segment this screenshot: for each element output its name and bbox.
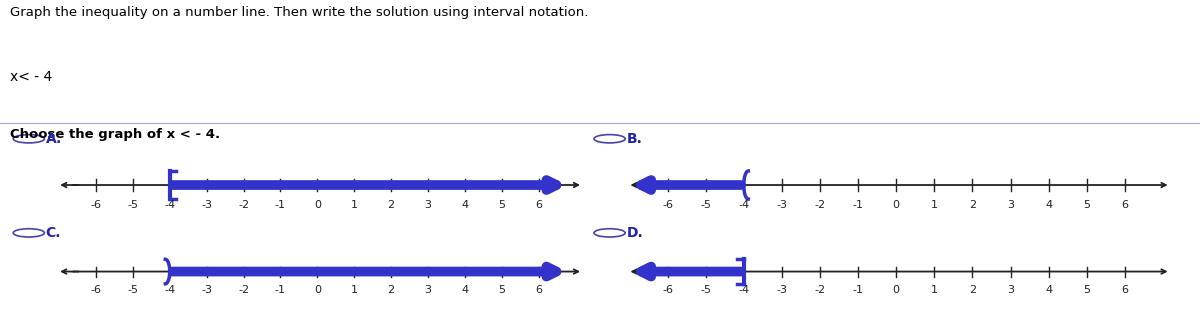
Text: -1: -1 [852,285,864,295]
Text: 1: 1 [931,285,937,295]
Text: 4: 4 [1045,200,1052,210]
Text: Graph the inequality on a number line. Then write the solution using interval no: Graph the inequality on a number line. T… [10,6,588,19]
Text: 1: 1 [350,285,358,295]
Text: -5: -5 [700,200,712,210]
Text: -2: -2 [238,200,250,210]
Text: C.: C. [46,226,61,240]
Text: -2: -2 [815,200,826,210]
Text: 3: 3 [425,285,432,295]
Text: -6: -6 [90,285,102,295]
Text: -5: -5 [700,285,712,295]
Text: 0: 0 [893,200,900,210]
Text: 6: 6 [1121,200,1128,210]
Text: 5: 5 [1084,200,1091,210]
Text: -2: -2 [238,285,250,295]
Text: 1: 1 [350,200,358,210]
Text: 6: 6 [1121,285,1128,295]
Text: 2: 2 [968,200,976,210]
Text: -3: -3 [776,285,787,295]
Text: 1: 1 [931,200,937,210]
Text: 6: 6 [535,200,542,210]
Text: 5: 5 [498,200,505,210]
Text: 5: 5 [1084,285,1091,295]
Text: -5: -5 [127,200,138,210]
Text: -4: -4 [164,285,175,295]
Text: 0: 0 [893,285,900,295]
Text: -6: -6 [90,200,102,210]
Text: -6: -6 [662,200,673,210]
Text: 2: 2 [968,285,976,295]
Text: -1: -1 [275,200,286,210]
Text: -4: -4 [738,285,749,295]
Text: -1: -1 [852,200,864,210]
Text: B.: B. [626,132,642,146]
Text: 3: 3 [425,200,432,210]
Text: D.: D. [626,226,643,240]
Text: 0: 0 [314,200,320,210]
Text: A.: A. [46,132,62,146]
Text: 4: 4 [461,285,468,295]
Text: -5: -5 [127,285,138,295]
Text: -2: -2 [815,285,826,295]
Text: 5: 5 [498,285,505,295]
Text: 3: 3 [1007,200,1014,210]
Text: 2: 2 [388,200,395,210]
Text: -3: -3 [776,200,787,210]
Text: -3: -3 [202,200,212,210]
Text: 0: 0 [314,285,320,295]
Text: -1: -1 [275,285,286,295]
Text: -4: -4 [738,200,749,210]
Text: -3: -3 [202,285,212,295]
Text: -4: -4 [164,200,175,210]
Text: 3: 3 [1007,285,1014,295]
Text: 4: 4 [461,200,468,210]
Text: Choose the graph of x < - 4.: Choose the graph of x < - 4. [10,128,220,141]
Text: 4: 4 [1045,285,1052,295]
Text: -6: -6 [662,285,673,295]
Text: 2: 2 [388,285,395,295]
Text: x< - 4: x< - 4 [10,70,52,84]
Text: 6: 6 [535,285,542,295]
